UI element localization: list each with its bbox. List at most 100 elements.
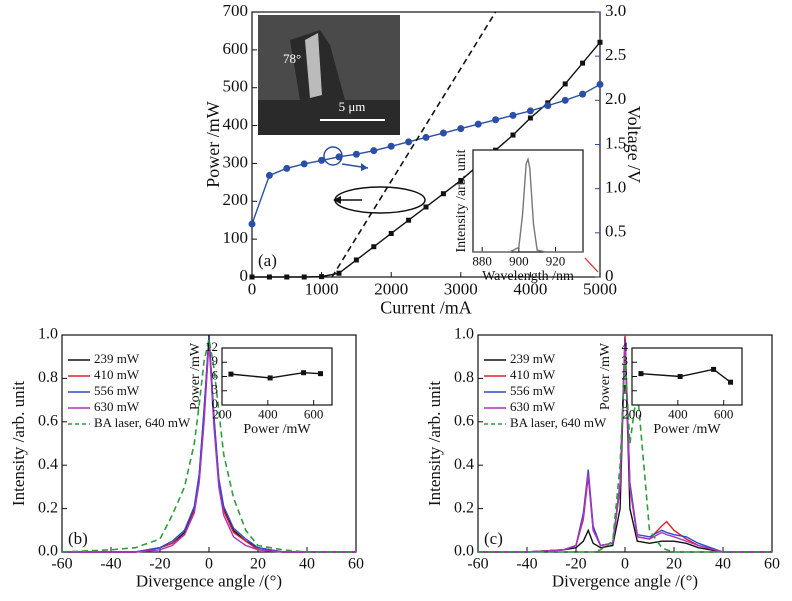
x-tick-label: 0 [621,555,629,572]
x-tick-label: 0 [248,280,257,299]
series-line [478,356,772,553]
x-tick-label: -40 [516,555,537,572]
marker [544,102,552,110]
legend-label: 556 mW [510,383,556,398]
marker [406,217,412,223]
marker [492,116,500,124]
marker [440,191,446,197]
panel-label: (b) [68,529,88,548]
y-tick-label: 0.2 [454,499,474,516]
x-axis-label: Power /mW [653,422,721,437]
y-tick-label: 0.2 [38,499,58,516]
sem-facet [305,33,322,98]
series-line [473,156,583,253]
x-tick-label: 3000 [444,280,478,299]
x-tick-label: 1000 [305,280,339,299]
marker [371,244,377,250]
panel-label: (c) [484,529,503,548]
y-tick-label: 0.6 [454,412,474,429]
marker [579,90,587,98]
marker [728,379,734,385]
marker [510,132,516,138]
y-tick-label: 4 [622,339,629,354]
sem-ridge [258,30,400,135]
y-tick-label: 0 [240,266,249,285]
marker [353,257,359,263]
y-axis-label: Intensity /arb. unit [9,381,28,506]
y-tick-label: 0.4 [454,456,474,473]
series-line [640,368,731,383]
x-axis-label: Divergence angle /(°) [552,571,698,590]
marker [423,204,429,210]
plot-frame [472,149,584,253]
marker [283,164,291,172]
x-tick-label: 40 [299,555,315,572]
marker [711,366,717,372]
x-tick-label: -60 [51,555,72,572]
y-tick-label: 200 [223,190,249,209]
legend-label: 410 mW [94,367,140,382]
inset-angle: 78° [283,51,301,66]
series-line [61,339,356,553]
marker [596,80,604,88]
x-tick-label: 880 [472,253,492,268]
marker [638,371,644,377]
y-axis-label: Power /mW [598,342,613,410]
y-tick-label: 300 [223,152,249,171]
x-tick-label: 400 [258,406,278,421]
y-tick-label: 6 [212,367,219,382]
y-tick-label: 600 [223,39,249,58]
y2-tick-label: 0 [605,266,614,285]
marker [458,177,464,183]
x-axis-label: Current /mA [380,297,472,317]
x-tick-label: -20 [565,555,586,572]
x-tick-label: -40 [100,555,121,572]
y-tick-label: 9 [212,353,219,368]
x-tick-label: 4000 [513,280,547,299]
x-tick-label: 200 [212,406,232,421]
y-axis-label: Intensity /arb. unit [425,381,444,506]
marker [597,39,603,45]
panel-label: (a) [258,251,277,270]
y-tick-label: 100 [223,228,249,247]
x-tick-label: -20 [149,555,170,572]
legend-label: 630 mW [510,399,556,414]
y-tick-label: 0.0 [454,543,474,560]
red-arrow [584,257,599,273]
x-tick-label: 200 [622,406,642,421]
x-tick-label: 60 [764,555,780,572]
x-axis-label: Divergence angle /(°) [136,571,282,590]
x-tick-label: 20 [666,555,682,572]
series-line [62,337,356,553]
y-tick-label: 1 [622,382,629,397]
marker [266,274,272,280]
voltage-arrowhead [361,163,368,171]
x-tick-label: 920 [546,253,566,268]
marker [335,153,343,161]
marker [405,138,413,146]
marker [249,274,255,280]
legend-label: 239 mW [510,351,556,366]
marker [388,230,394,236]
series-line [478,341,772,553]
plot-frame [631,347,743,406]
y2-tick-label: 3.0 [605,1,626,20]
y-tick-label: 0.0 [38,543,58,560]
marker [284,274,290,280]
y-tick-label: 0.8 [38,369,58,386]
x-tick-label: 900 [509,253,529,268]
y2-tick-label: 1.0 [605,178,626,197]
series-line [331,11,497,278]
marker [677,374,683,379]
x-tick-label: 400 [668,406,688,421]
marker [228,371,234,377]
y2-tick-label: 0.5 [605,222,626,241]
y-tick-label: 1.0 [454,326,474,343]
x-tick-label: 600 [304,406,324,421]
marker [527,115,533,121]
legend-label: 410 mW [510,367,556,382]
x-axis-label: Wavelength /nm [482,269,574,284]
marker [561,96,569,104]
x-tick-label: 5000 [583,280,617,299]
